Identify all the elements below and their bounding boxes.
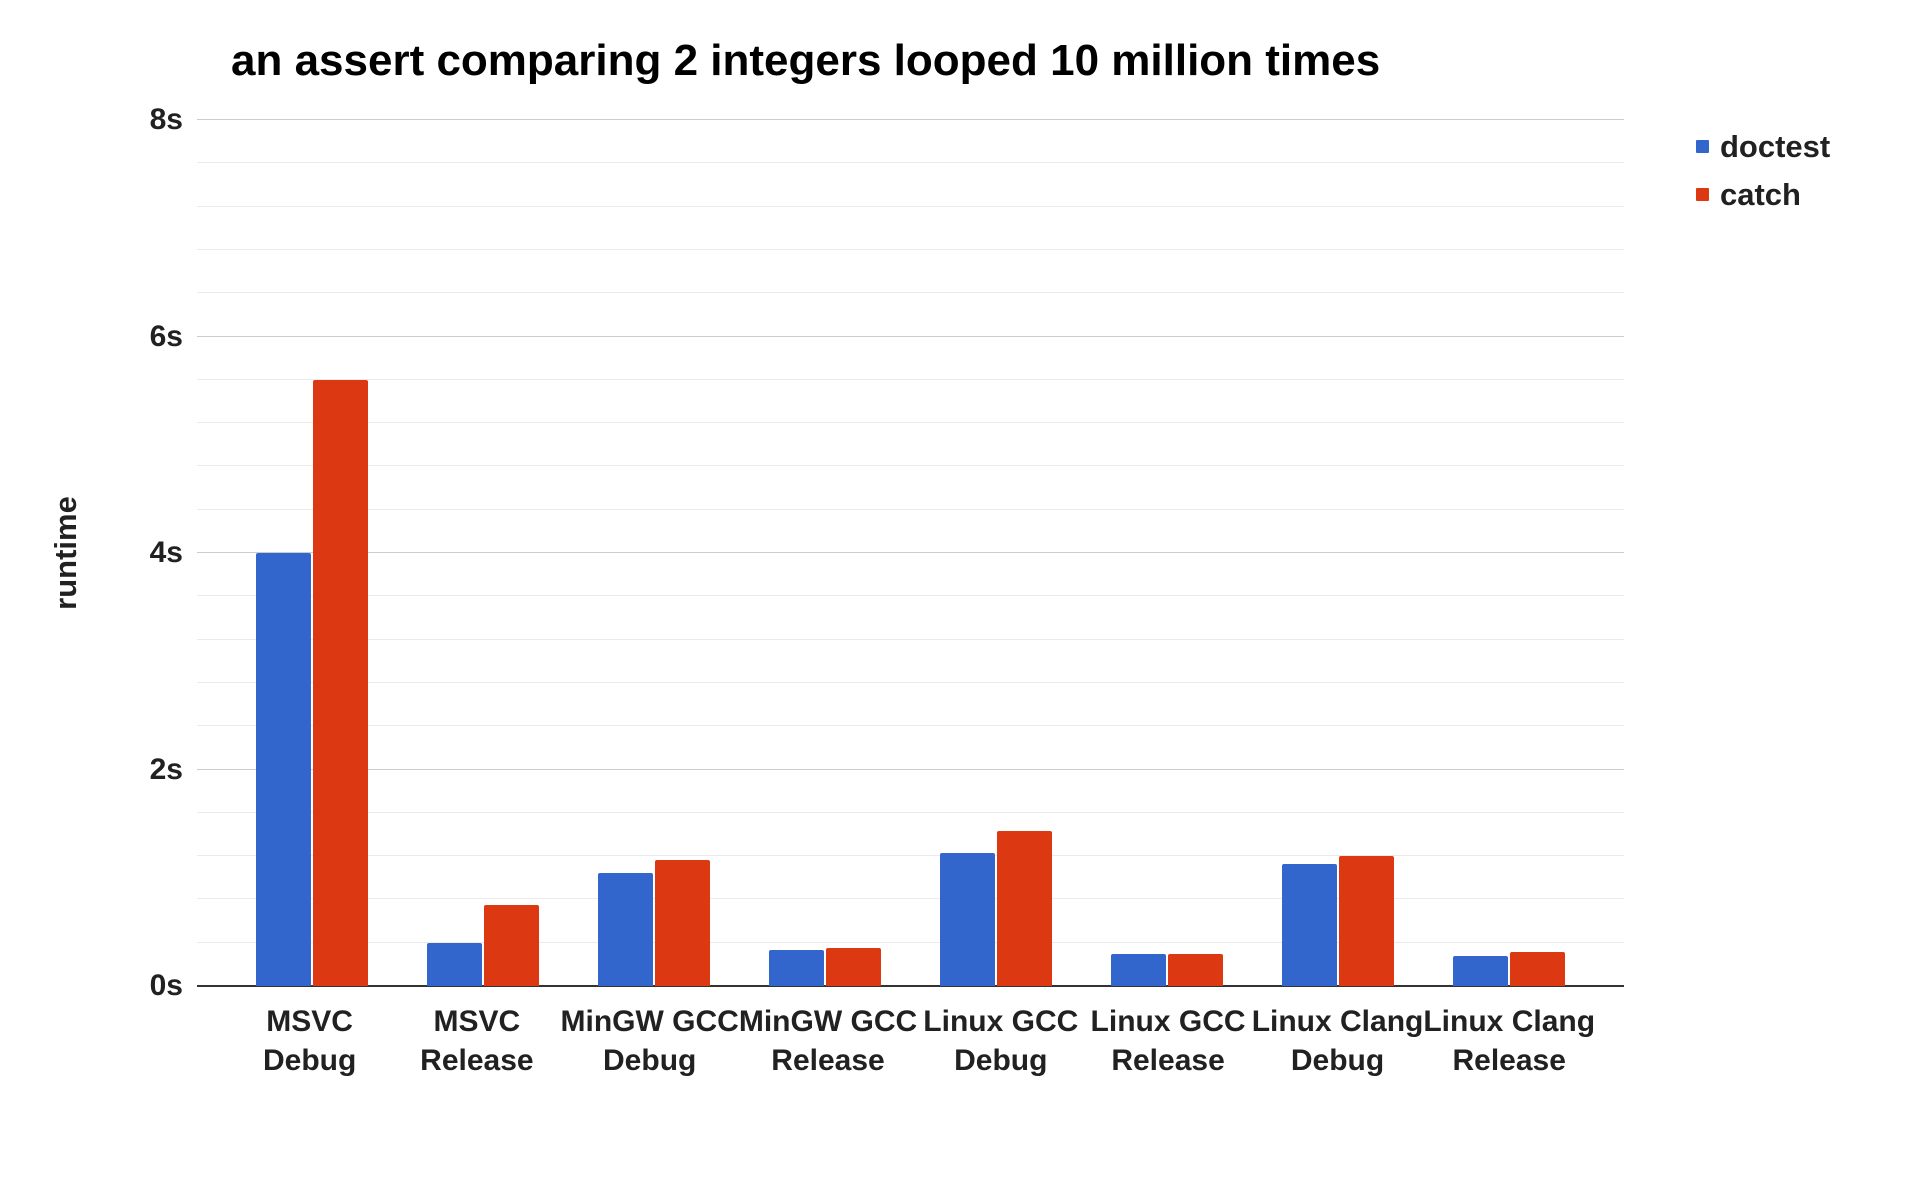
legend: doctest catch <box>1696 126 1830 222</box>
gridline-major-6.0s <box>197 335 1624 337</box>
x-label-linux-gcc-release: Linux GCC Release <box>1090 1005 1246 1077</box>
gridline-minor-2.4s <box>197 725 1624 727</box>
x-axis-line <box>197 985 1624 987</box>
legend-swatch-catch <box>1696 187 1709 201</box>
bar-doctest-linux-gcc-release <box>1111 953 1167 986</box>
gridline-minor-4.4s <box>197 508 1624 510</box>
gridline-minor-3.2s <box>197 638 1624 640</box>
bar-doctest-mingw-gcc-release <box>768 950 824 986</box>
gridline-major-4.0s <box>197 552 1624 553</box>
bar-doctest-linux-clang-release <box>1453 955 1509 986</box>
gridline-major-8.0s <box>197 119 1624 120</box>
bar-group-linux-gcc-debug <box>911 120 1082 986</box>
gridline-minor-7.6s <box>197 162 1624 164</box>
gridline-minor-2.8s <box>197 681 1624 683</box>
y-tick-8s: 8s <box>149 103 183 136</box>
y-tick-4s: 4s <box>149 536 183 569</box>
bar-catch-msvc-debug <box>312 379 368 986</box>
bar-catch-msvc-release <box>483 904 539 986</box>
bar-group-linux-clang-debug <box>1253 120 1424 986</box>
bar-catch-mingw-gcc-release <box>825 948 881 986</box>
bar-group-mingw-gcc-release <box>739 120 910 986</box>
x-label-msvc-debug: MSVC Debug <box>262 1005 357 1077</box>
plot-area <box>197 119 1624 987</box>
bar-group-mingw-gcc-debug <box>568 120 739 986</box>
bar-doctest-msvc-release <box>426 942 482 986</box>
chart-title: an assert comparing 2 integers looped 10… <box>231 36 1381 85</box>
legend-item-catch: catch <box>1696 174 1830 214</box>
x-label-linux-gcc-debug: Linux GCC Debug <box>923 1005 1079 1077</box>
gridline-minor-6.8s <box>197 248 1624 250</box>
gridline-minor-7.2s <box>197 205 1624 207</box>
x-label-mingw-gcc-release: MinGW GCC Release <box>738 1005 918 1077</box>
gridline-minor-3.6s <box>197 595 1624 597</box>
bar-catch-linux-gcc-release <box>1168 953 1224 986</box>
legend-swatch-doctest <box>1696 139 1709 153</box>
legend-label: catch <box>1720 176 1801 212</box>
bar-doctest-linux-gcc-debug <box>940 852 996 986</box>
y-tick-2s: 2s <box>149 752 183 786</box>
x-label-linux-clang-debug: Linux Clang Debug <box>1251 1005 1424 1077</box>
legend-label: doctest <box>1720 128 1831 164</box>
gridline-minor-5.6s <box>197 378 1624 380</box>
bar-catch-linux-gcc-debug <box>997 831 1053 986</box>
bar-group-msvc-debug <box>226 120 397 986</box>
bar-catch-linux-clang-release <box>1510 952 1566 986</box>
legend-item-doctest: doctest <box>1696 126 1830 166</box>
gridline-minor-0.4s <box>197 941 1624 943</box>
x-label-linux-clang-release: Linux Clang Release <box>1423 1005 1596 1077</box>
x-label-mingw-gcc-debug: MinGW GCC Debug <box>560 1005 739 1077</box>
gridline-minor-0.8s <box>197 898 1624 900</box>
bar-doctest-mingw-gcc-debug <box>597 873 653 986</box>
x-label-msvc-release: MSVC Release <box>420 1005 534 1077</box>
bar-doctest-msvc-debug <box>255 553 311 986</box>
bar-catch-linux-clang-debug <box>1339 856 1395 986</box>
gridline-minor-6.4s <box>197 292 1624 294</box>
bar-groups <box>197 120 1624 986</box>
bar-doctest-linux-clang-debug <box>1282 863 1338 986</box>
bar-group-linux-gcc-release <box>1082 120 1253 986</box>
gridline-minor-5.2s <box>197 422 1624 424</box>
bar-group-msvc-release <box>397 120 568 986</box>
y-tick-6s: 6s <box>149 319 183 353</box>
y-tick-0s: 0s <box>149 969 183 1002</box>
bar-group-linux-clang-release <box>1424 120 1595 986</box>
gridline-minor-1.2s <box>197 855 1624 857</box>
x-axis-labels: MSVC Debug MSVC Release MinGW GCC Debug MinGW … <box>197 1002 1624 1080</box>
gridline-minor-1.6s <box>197 811 1624 813</box>
gridline-minor-4.8s <box>197 465 1624 467</box>
gridline-major-2.0s <box>197 768 1624 770</box>
bar-catch-mingw-gcc-debug <box>654 860 710 986</box>
